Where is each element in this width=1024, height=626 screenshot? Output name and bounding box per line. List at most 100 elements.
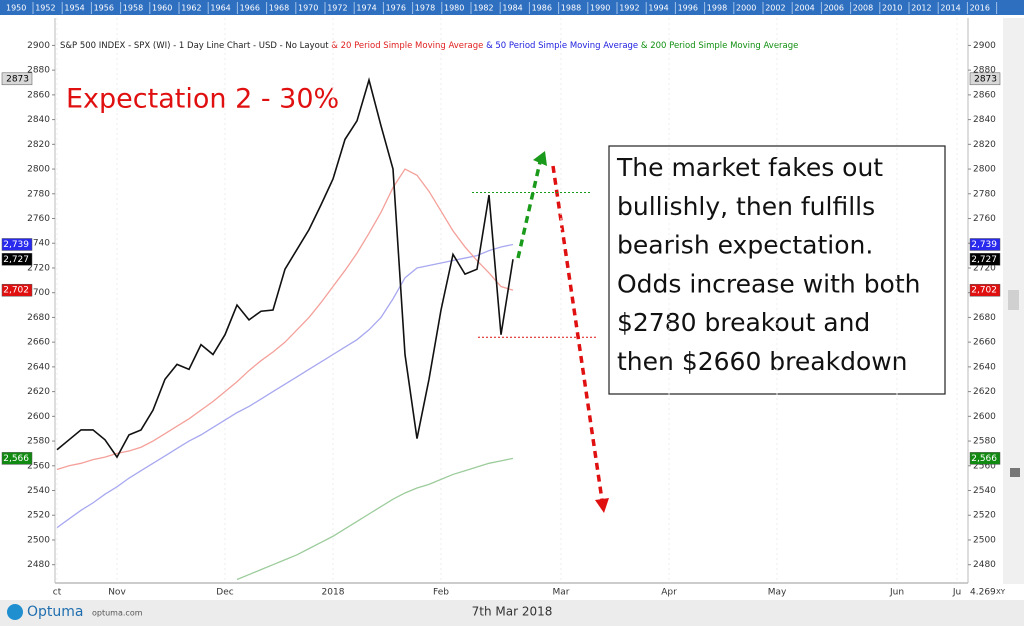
y-tick-label-right: 2780 [973,189,996,199]
timeline-year[interactable]: 2004 [794,4,814,13]
timeline-year[interactable]: 1976 [386,4,406,13]
y-tick-label: 2840 [27,115,50,125]
timeline-year[interactable]: 1970 [298,4,318,13]
timeline-year[interactable]: 1980 [444,4,464,13]
scroll-thumb[interactable] [1008,290,1019,310]
timeline-year[interactable]: 1952 [35,4,55,13]
timeline-year[interactable]: 1950 [6,4,26,13]
badge-label-left: 2,739 [3,240,29,250]
note-line: Odds increase with both [617,269,921,298]
timeline-year[interactable]: 2006 [824,4,844,13]
logo: Optuma [27,604,84,620]
timeline-year[interactable]: 1996 [678,4,698,13]
y-tick-label-right: 2500 [973,535,996,545]
y-tick-label: 2820 [27,140,50,150]
badge-left [1,253,33,266]
x-tick-label: Mar [553,588,570,598]
lock-icon[interactable] [1010,468,1020,477]
badge-left [1,452,33,465]
timeline-year[interactable]: 1998 [707,4,727,13]
note-line: bullishly, then fulfills [617,192,875,221]
timeline-year[interactable]: 1960 [152,4,172,13]
timeline-year[interactable]: 2000 [736,4,756,13]
arrow-down-head [595,498,609,513]
site: optuma.com [92,609,143,618]
timeline-year[interactable]: 1964 [210,4,230,13]
timeline-year[interactable]: 1972 [327,4,347,13]
timeline-year[interactable]: 1968 [269,4,289,13]
timeline-year[interactable]: 1954 [64,4,84,13]
x-tick-label: Dec [216,588,233,598]
timeline-year[interactable]: 2012 [911,4,931,13]
badge-left [1,283,33,297]
logo-icon [7,604,23,620]
x-tick-label: Apr [661,588,677,598]
mode[interactable]: XY [996,588,1006,596]
y-tick-label: 2540 [27,486,50,496]
timeline-year[interactable]: 1984 [502,4,522,13]
timeline-year[interactable]: 1958 [123,4,143,13]
timeline-year[interactable]: 2016 [970,4,990,13]
y-tick-label-right: 2800 [973,165,996,175]
arrow-up [516,161,542,259]
y-tick-label: 2500 [27,535,50,545]
y-tick-label-right: 2880 [973,66,996,76]
timeline-year[interactable]: 1974 [356,4,376,13]
y-tick-label: 2620 [27,387,50,397]
x-tick-label: Jun [889,588,904,598]
timeline-year[interactable]: 2002 [765,4,785,13]
badge-right [969,283,1001,297]
legend: S&P 500 INDEX - SPX (WI) - 1 Day Line Ch… [60,41,798,51]
timeline-year[interactable]: 2010 [882,4,902,13]
timeline-year[interactable]: 1990 [590,4,610,13]
timeline-year[interactable]: 1986 [532,4,552,13]
y-tick-label: 2880 [27,66,50,76]
y-tick-label: 2580 [27,437,50,447]
y-tick-label: 2680 [27,313,50,323]
badge-right [969,253,1001,266]
note-line: The market fakes out [616,153,883,182]
badge-right [969,452,1001,465]
y-tick-label-right: 2560 [973,461,996,471]
note-line: bearish expectation. [617,231,873,260]
y-tick-label: 2560 [27,461,50,471]
x-tick-label: Ju [952,588,961,598]
timeline-year[interactable]: 1978 [415,4,435,13]
x-tick-label: Nov [108,588,126,598]
timeline-year[interactable]: 1994 [648,4,668,13]
badge-label-left: 2,566 [3,454,29,464]
badge-label-right: 2,739 [971,240,997,250]
badge-label-right: 2,702 [971,286,997,296]
annotation: Expectation 2 - 30% [66,84,339,115]
y-tick-label-right: 2600 [973,412,996,422]
badge-left [1,72,33,86]
note-line: $2780 breakout and [617,308,870,337]
timeline-year[interactable]: 1962 [181,4,201,13]
timeline-year[interactable]: 2008 [853,4,873,13]
timeline-year[interactable]: 1992 [619,4,639,13]
y-tick-label-right: 2520 [973,511,996,521]
badge-label-left: 2,727 [3,255,29,265]
y-tick-label: 2520 [27,511,50,521]
legend-entry: & 200 Period Simple Moving Average [641,41,799,51]
y-tick-label-right: 2660 [973,338,996,348]
y-tick-label-right: 2580 [973,437,996,447]
timeline-year[interactable]: 1988 [561,4,581,13]
y-tick-label: 2720 [27,263,50,273]
series-line [56,168,514,471]
badge-left [1,238,33,251]
timeline-year[interactable]: 1966 [240,4,260,13]
x-tick-label: 2018 [322,588,345,598]
y-tick-label-right: 2860 [973,90,996,100]
note-line: then $2660 breakdown [617,347,908,376]
y-tick-label: 2700 [27,288,50,298]
y-tick-label-right: 2480 [973,560,996,570]
timeline-year[interactable]: 1982 [473,4,493,13]
x-tick-label: Feb [433,588,449,598]
timeline-bar[interactable] [0,0,1024,15]
timeline-year[interactable]: 2014 [940,4,960,13]
timeline-year[interactable]: 1956 [94,4,114,13]
y-tick-label: 2640 [27,362,50,372]
legend-entry: & 20 Period Simple Moving Average [331,41,483,51]
